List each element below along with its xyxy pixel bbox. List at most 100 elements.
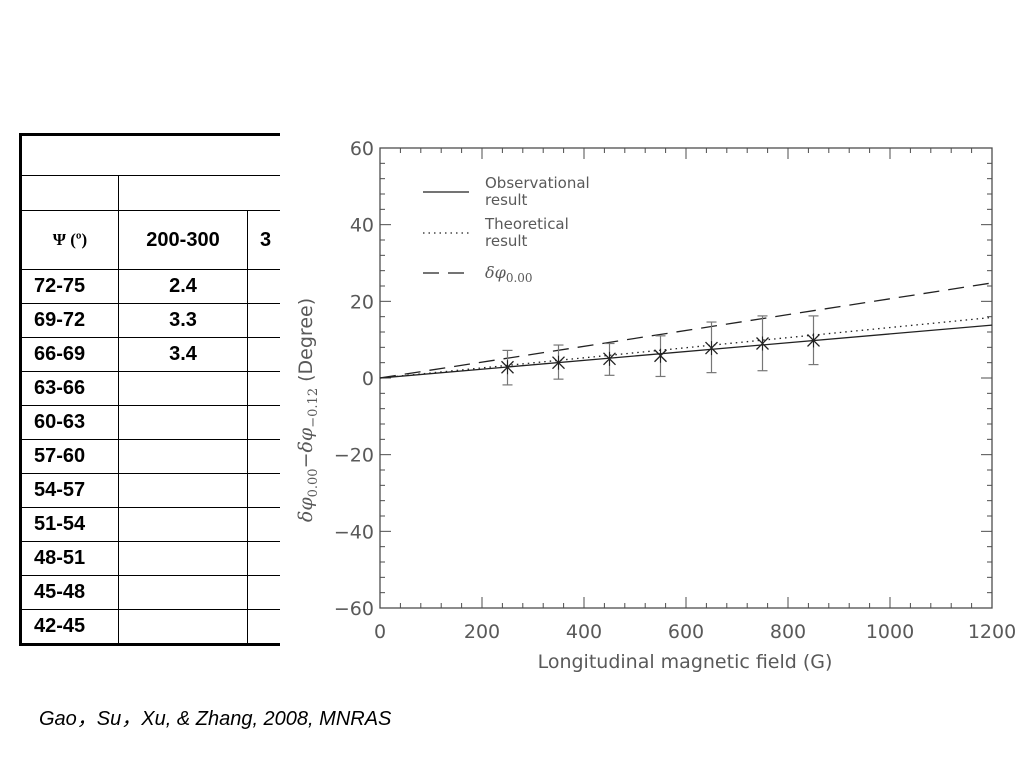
legend-label: Theoretical — [484, 215, 569, 233]
row-label: 45-48 — [20, 575, 119, 610]
y-label-part-a: δφ — [295, 497, 317, 522]
y-axis-label: δφ0.00−δφ−0.12 (Degree) — [295, 298, 321, 522]
table-header-row: Ψ (º) 200-300 3 — [20, 210, 280, 270]
table-row: 54-57 — [20, 473, 280, 508]
row-label: 69-72 — [20, 303, 119, 338]
y-tick-label: 20 — [350, 291, 374, 313]
row-value — [247, 575, 280, 610]
legend-label: result — [485, 191, 528, 209]
table-title-cell — [20, 134, 280, 176]
x-axis-label: Longitudinal magnetic field (G) — [538, 651, 833, 673]
row-value: 2.4 — [118, 269, 248, 304]
data-point — [603, 351, 616, 366]
x-tick-label: 200 — [464, 621, 500, 643]
y-tick-label: 40 — [350, 215, 374, 237]
x-tick-label: 1000 — [866, 621, 914, 643]
row-value — [247, 609, 280, 645]
table-subheader-cell — [20, 175, 119, 211]
y-label-sub-b: −0.12 — [306, 388, 321, 428]
legend-label-symbol: δφ — [485, 263, 507, 282]
y-tick-label: −40 — [334, 521, 374, 543]
row-value — [118, 575, 248, 610]
y-axis-label-group: δφ0.00−δφ−0.12 (Degree) — [295, 298, 321, 522]
row-label: 42-45 — [20, 609, 119, 645]
row-value — [247, 269, 280, 304]
row-value — [118, 439, 248, 474]
citation-text: Gao，Su，Xu, & Zhang, 2008, MNRAS — [39, 708, 392, 730]
series-line-1 — [379, 324, 993, 379]
x-tick-label: 600 — [668, 621, 704, 643]
y-label-sub-a: 0.00 — [306, 468, 321, 497]
row-value — [247, 371, 280, 406]
table-row: 48-51 — [20, 541, 280, 576]
data-point — [552, 355, 565, 370]
legend-label: δφ0.00 — [485, 263, 533, 285]
row-label: 54-57 — [20, 473, 119, 508]
legend-label: result — [485, 232, 528, 250]
table-row: 66-69 3.4 — [20, 337, 280, 372]
row-label: 48-51 — [20, 541, 119, 576]
y-tick-label: −60 — [334, 598, 374, 620]
table-row: 57-60 — [20, 439, 280, 474]
row-value — [247, 439, 280, 474]
row-value — [247, 473, 280, 508]
row-label: 66-69 — [20, 337, 119, 372]
header-cell-range-2: 3 — [247, 210, 280, 270]
table-row: 72-75 2.4 — [20, 269, 280, 304]
row-value — [247, 507, 280, 542]
row-label: 63-66 — [20, 371, 119, 406]
legend-label: Observational — [485, 174, 590, 192]
psi-table: Ψ (º) 200-300 3 72-75 2.4 69-72 3.3 66-6… — [19, 133, 280, 646]
data-point — [654, 348, 667, 363]
data-table-region: Ψ (º) 200-300 3 72-75 2.4 69-72 3.3 66-6… — [19, 133, 280, 666]
row-value — [118, 371, 248, 406]
row-value: 3.4 — [118, 337, 248, 372]
y-tick-label: −20 — [334, 445, 374, 467]
table-title-row — [20, 134, 280, 176]
table-row: 60-63 — [20, 405, 280, 440]
data-point — [756, 336, 769, 351]
table-row: 69-72 3.3 — [20, 303, 280, 338]
header-cell-psi: Ψ (º) — [20, 210, 119, 270]
y-label-unit: (Degree) — [295, 298, 317, 388]
data-point — [807, 333, 820, 348]
x-tick-label: 0 — [374, 621, 386, 643]
row-label: 72-75 — [20, 269, 119, 304]
data-point — [501, 360, 514, 375]
data-point — [705, 341, 718, 356]
table-row: 45-48 — [20, 575, 280, 610]
table-row: 42-45 — [20, 609, 280, 645]
row-label: 60-63 — [20, 405, 119, 440]
plot-frame — [379, 147, 993, 609]
chart-legend: ObservationalresultTheoreticalresultδφ0.… — [423, 174, 590, 285]
x-tick-label: 400 — [566, 621, 602, 643]
chart-data-points — [501, 315, 820, 386]
table-subheader-row — [20, 175, 280, 211]
row-label: 51-54 — [20, 507, 119, 542]
header-cell-range-1: 200-300 — [118, 210, 248, 270]
table-row: 51-54 — [20, 507, 280, 542]
row-value — [118, 541, 248, 576]
x-tick-label: 1200 — [968, 621, 1016, 643]
legend-label-subscript: 0.00 — [506, 271, 533, 285]
row-value — [247, 337, 280, 372]
chart-axes: 0 200 400 600 800 1000 1200 −60 −40 −20 0 20 40 60 — [334, 138, 1016, 643]
row-value — [118, 507, 248, 542]
table-subheader-cell — [118, 175, 280, 211]
y-tick-label: 0 — [362, 368, 374, 390]
row-value: 3.3 — [118, 303, 248, 338]
row-value — [118, 609, 248, 645]
y-tick-label: 60 — [350, 138, 374, 160]
row-label: 57-60 — [20, 439, 119, 474]
row-value — [247, 405, 280, 440]
row-value — [118, 405, 248, 440]
chart-series-lines — [379, 282, 993, 379]
series-line-2 — [379, 316, 993, 379]
delta-phi-chart: 0 200 400 600 800 1000 1200 −60 −40 −20 0 20 40 60 Ob… — [295, 138, 1016, 673]
x-tick-label: 800 — [770, 621, 806, 643]
row-value — [247, 541, 280, 576]
row-value — [247, 303, 280, 338]
series-line-3 — [379, 282, 993, 379]
table-row: 63-66 — [20, 371, 280, 406]
row-value — [118, 473, 248, 508]
